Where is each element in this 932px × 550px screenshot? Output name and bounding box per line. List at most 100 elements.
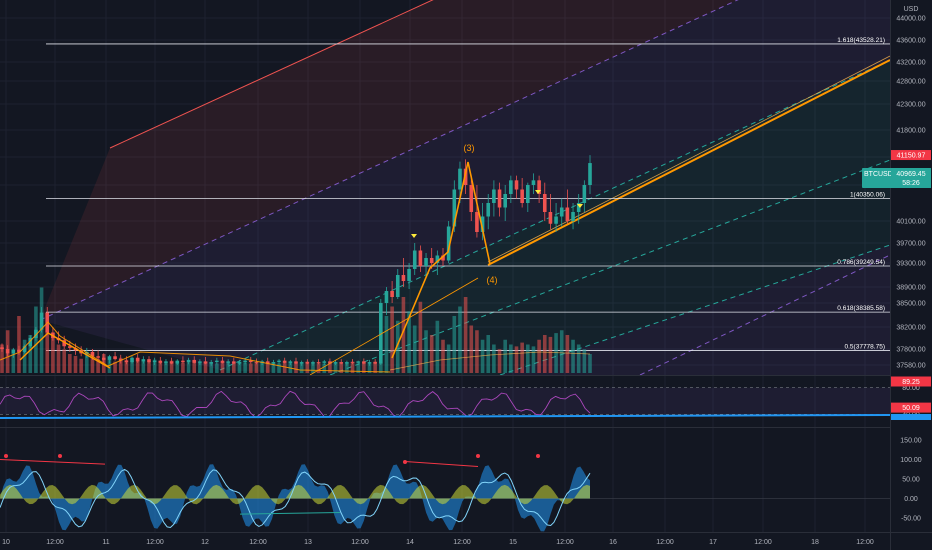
volume-bar — [492, 344, 496, 373]
candle — [101, 353, 106, 364]
osc-tick-label: -50.00 — [901, 516, 921, 523]
volume-bar — [254, 362, 259, 373]
time-tick-label: 12:00 — [249, 539, 267, 546]
price-tick-label: 38200.00 — [896, 325, 925, 332]
volume-bar — [548, 336, 553, 373]
orange-trendline[interactable] — [487, 59, 890, 266]
volume-bar — [350, 361, 355, 373]
volume-bar — [571, 339, 575, 373]
candle — [135, 354, 140, 363]
candle — [169, 357, 174, 365]
volume-bar — [198, 362, 202, 373]
volume-bar — [62, 349, 66, 373]
candle — [322, 359, 327, 365]
candle — [367, 359, 372, 366]
candle — [339, 359, 344, 365]
orange-trendline-upper[interactable] — [487, 55, 890, 263]
candle — [345, 360, 349, 366]
candle — [424, 253, 428, 278]
moving-average — [0, 321, 391, 373]
volume-bar — [130, 361, 134, 373]
volume-bar — [486, 335, 491, 373]
price-tick-label: 43600.00 — [896, 38, 925, 45]
rsi-blue-line — [0, 414, 890, 419]
price-tick-label: 41800.00 — [896, 128, 925, 135]
volume-bar — [367, 363, 372, 373]
candle — [215, 357, 219, 365]
volume-bar — [45, 320, 50, 373]
wave-overlays: (3) (4) — [0, 143, 591, 375]
price-tick-label: 42300.00 — [896, 102, 925, 109]
osc-dot — [403, 460, 407, 464]
fib-label: 1.618(43528.21) — [837, 37, 885, 44]
volume-bar — [248, 363, 253, 373]
fib-label: 0.5(37778.75) — [845, 344, 885, 351]
volume-bar — [316, 362, 321, 373]
time-tick-label: 12:00 — [754, 539, 772, 546]
volume-bar — [271, 362, 276, 373]
volume-bar — [158, 361, 163, 373]
candle — [203, 357, 208, 365]
volume-bar — [475, 330, 479, 373]
divergence-line-1 — [0, 459, 106, 465]
volume-bar — [531, 346, 536, 373]
candle — [130, 356, 134, 364]
rsi-line — [0, 390, 591, 419]
price-tag-label: 41150.97 — [897, 153, 926, 160]
candle — [509, 175, 513, 203]
volume-bar — [424, 330, 428, 373]
volume-bar — [356, 363, 360, 373]
volume-bar — [226, 362, 230, 373]
volume-bar — [209, 362, 213, 373]
wave-early — [19, 332, 111, 369]
osc-dot — [4, 454, 8, 458]
volume-bar — [384, 316, 389, 373]
candle — [554, 203, 558, 232]
volume-bar — [520, 342, 524, 373]
candle — [277, 359, 281, 365]
volume-bar — [181, 362, 185, 373]
candle — [350, 359, 355, 365]
volume-bar — [328, 361, 332, 373]
volume-bar — [135, 358, 140, 373]
candle — [141, 356, 146, 364]
divergence-line-3 — [239, 512, 341, 515]
volume-bar — [311, 363, 315, 373]
channel-line-green-mid[interactable] — [329, 159, 890, 375]
volume-bar — [407, 311, 411, 373]
wave-base-line — [309, 277, 479, 375]
volume-bar — [96, 358, 100, 373]
rsi-tag: 50.09 — [891, 402, 931, 413]
fib-label: 0.786(39249.54) — [837, 259, 885, 266]
channel-line-purple-lower[interactable] — [639, 254, 890, 375]
channel-line-green-upper[interactable] — [219, 59, 890, 371]
symbol-price-tag: BTCUSD 40969.45 58:26 — [862, 168, 931, 188]
time-tick-label: 17 — [709, 539, 717, 546]
osc-dot — [476, 454, 480, 458]
channel-line-red[interactable] — [109, 0, 890, 149]
rsi-tag: 89.25 — [891, 376, 931, 387]
volume-bar — [79, 358, 83, 373]
rsi-tag-label: 50.09 — [902, 405, 920, 412]
volume-bar — [11, 349, 16, 373]
candle — [531, 173, 536, 194]
candle — [503, 185, 507, 221]
candle — [192, 356, 197, 364]
channel-line-green-lower[interactable] — [499, 244, 890, 375]
volume-bar — [17, 316, 21, 373]
candle — [446, 221, 451, 263]
volume-bar — [429, 335, 434, 373]
volume-bar — [175, 361, 180, 373]
channel-line-purple-upper[interactable] — [39, 0, 890, 321]
divergence-line-2 — [404, 460, 479, 468]
time-axis[interactable]: 10 12:00 11 12:00 12 12:00 13 12:00 14 12:00 15 12:… — [2, 539, 874, 546]
volume-bar — [390, 306, 394, 373]
volume-bar — [458, 306, 462, 373]
candle — [480, 203, 485, 241]
candle — [395, 269, 400, 299]
volume-bar — [373, 361, 377, 373]
candle — [0, 343, 4, 352]
price-tag: 41150.97 — [891, 150, 931, 161]
candle — [5, 345, 10, 357]
